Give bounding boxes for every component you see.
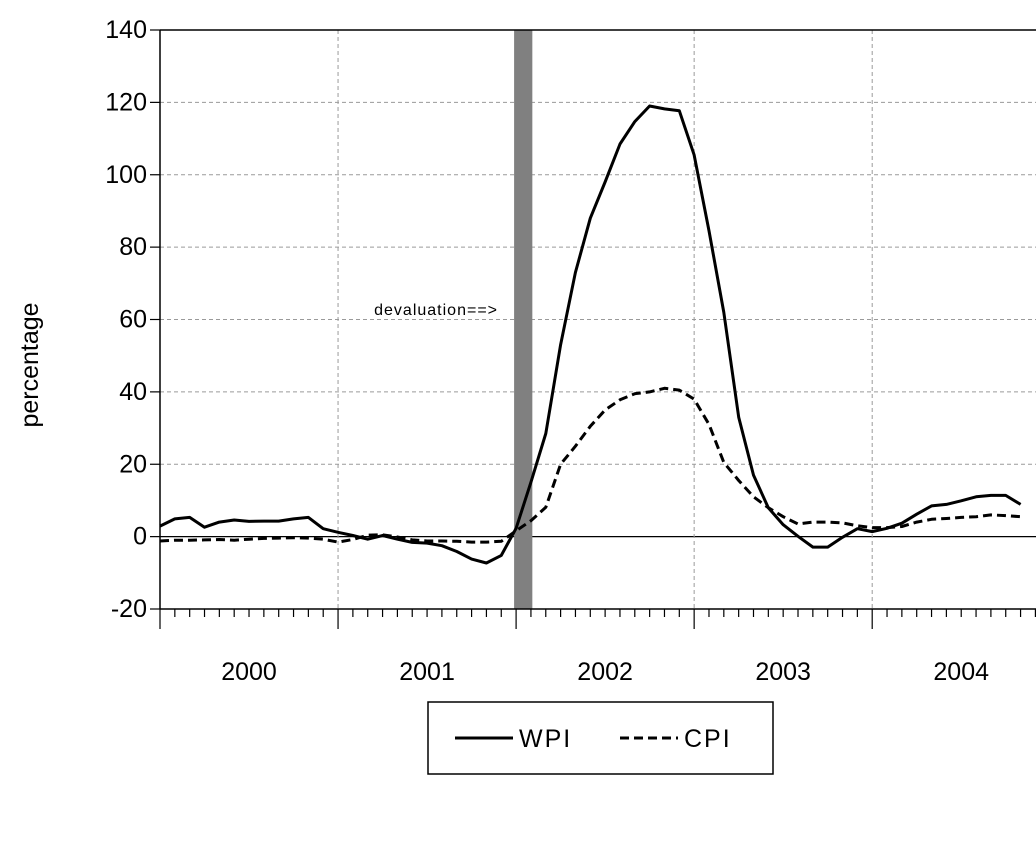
axes <box>150 29 1036 629</box>
y-tick-label: 140 <box>105 16 147 44</box>
y-tick-label: 80 <box>119 233 147 261</box>
y-tick-label: 40 <box>119 378 147 406</box>
legend-label-cpi: CPI <box>684 725 732 753</box>
y-axis-label: percentage <box>16 302 44 427</box>
x-tick-labels: 2000 2001 2002 2003 2004 <box>221 658 989 686</box>
series-line-wpi <box>159 104 1022 565</box>
x-tick-label: 2000 <box>221 658 277 686</box>
x-tick-label: 2001 <box>399 658 455 686</box>
devaluation-band <box>514 30 533 609</box>
x-tick-label: 2002 <box>577 658 633 686</box>
y-tick-labels: 140 120 100 80 60 40 20 0 -20 <box>105 16 147 623</box>
y-tick-label: 0 <box>133 523 147 551</box>
y-tick-label: -20 <box>111 595 147 623</box>
series-line-cpi <box>159 386 1021 544</box>
y-tick-label: 60 <box>119 306 147 334</box>
y-tick-label: 120 <box>105 88 147 116</box>
devaluation-annotation: devaluation==> <box>374 302 498 319</box>
y-tick-label: 20 <box>119 450 147 478</box>
y-tick-label: 100 <box>105 161 147 189</box>
x-tick-label: 2004 <box>933 658 989 686</box>
x-tick-label: 2003 <box>755 658 811 686</box>
legend: WPI CPI <box>427 701 774 775</box>
series-layer <box>159 104 1022 565</box>
shaded-band-layer <box>514 30 533 609</box>
legend-label-wpi: WPI <box>519 725 572 753</box>
